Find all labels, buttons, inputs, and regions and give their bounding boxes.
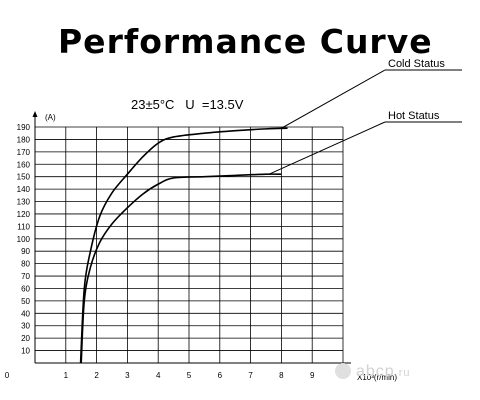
y-tick-label: 80 [21,260,30,269]
x-tick-label: 1 [64,371,69,380]
y-tick-label: 170 [17,148,31,157]
y-axis-arrow-icon [32,111,38,117]
y-tick-labels: 10 20 30 40 50 60 70 80 90 100 110 120 130 140 150 160 1… [17,123,31,356]
y-tick-label: 140 [17,185,31,194]
y-tick-label: 50 [21,297,30,306]
y-tick-label: 110 [17,222,30,231]
callout-leader-line [268,121,386,175]
chart-grid [35,126,344,363]
watermark-brand: abcp [356,363,395,380]
y-tick-label: 130 [17,198,31,207]
y-tick-label: 120 [17,210,31,219]
x-tick-label: 8 [279,371,284,380]
x-tick-labels: 012345678910 [5,371,348,380]
x-tick-label: 9 [310,371,315,380]
y-tick-label: 20 [21,334,30,343]
watermark: abcp.ru [356,363,411,381]
x-tick-label: 2 [94,371,99,380]
x-tick-label: 4 [156,371,161,380]
callout-label-cold-status: Cold Status [388,58,445,70]
chart-axes [32,111,351,364]
y-tick-label: 160 [17,160,31,169]
y-axis-label: (A) [45,113,56,122]
y-tick-label: 30 [21,322,30,331]
y-tick-label: 100 [17,235,31,244]
x-tick-label: 7 [248,371,253,380]
chart-title: Performance Curve [58,22,433,61]
y-tick-label: 190 [17,123,31,132]
series-line-hot-status [80,173,282,364]
y-tick-label: 70 [21,272,30,281]
x-tick-label: 0 [5,371,10,380]
y-tick-label: 90 [21,247,30,256]
y-tick-label: 10 [21,347,30,356]
callout-label-hot-status: Hot Status [388,110,440,122]
x-tick-label: 3 [125,371,130,380]
y-tick-label: 180 [17,135,31,144]
data-series [79,127,288,364]
x-tick-label: 5 [187,371,192,380]
watermark-logo-icon [335,363,351,379]
test-condition: 23±5°C U =13.5V [131,97,244,112]
callouts: Cold Status Hot Status [268,58,462,175]
x-tick-label: 6 [218,371,223,380]
series-line-cold-status [79,127,288,364]
callout-leader-line [281,69,386,129]
y-tick-label: 40 [21,309,30,318]
y-tick-label: 60 [21,284,30,293]
watermark-suffix: .ru [394,367,411,379]
x-axis-label: X10³(r/min) [357,373,397,382]
y-tick-label: 150 [17,173,31,182]
